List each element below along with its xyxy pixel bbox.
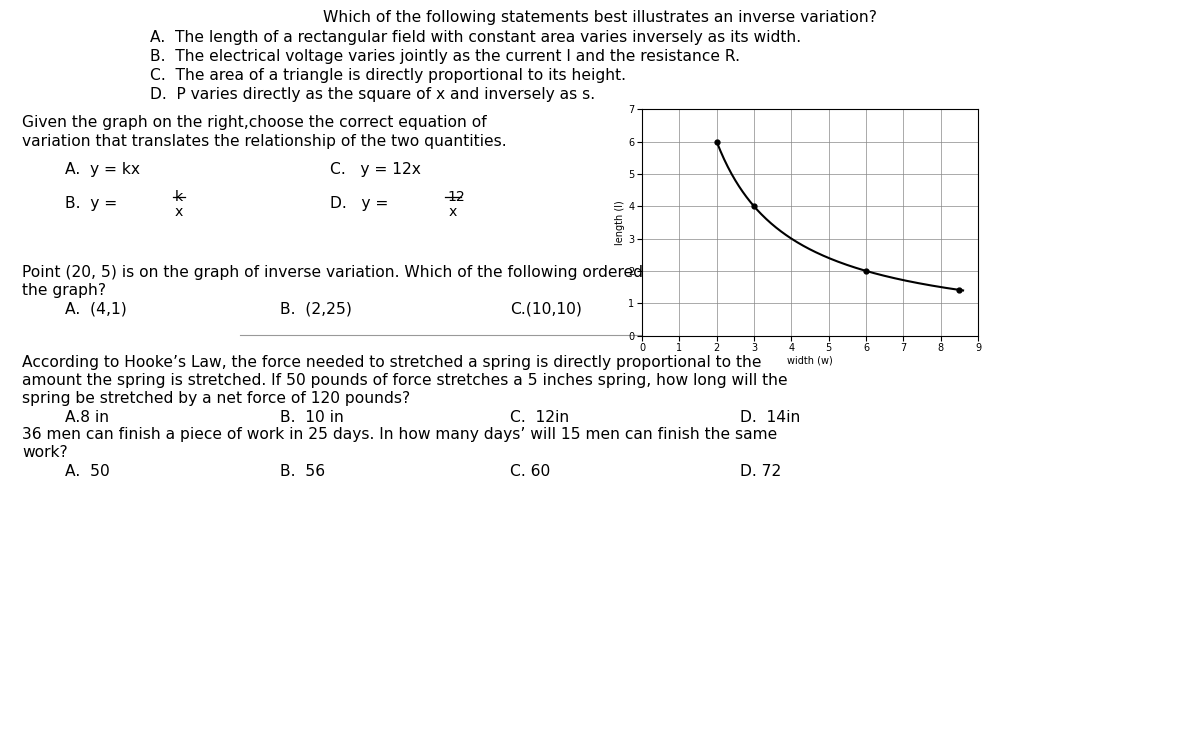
Text: C.(10,10): C.(10,10) [510, 302, 582, 317]
Text: D.   y =: D. y = [330, 196, 394, 211]
Text: A.  50: A. 50 [65, 464, 109, 479]
Text: B.  y =: B. y = [65, 196, 122, 211]
Text: A.8 in: A.8 in [65, 410, 109, 425]
Text: D.  P varies directly as the square of x and inversely as s.: D. P varies directly as the square of x … [150, 87, 595, 102]
Text: B.  56: B. 56 [280, 464, 325, 479]
Text: Point (20, 5) is on the graph of inverse variation. Which of the following order: Point (20, 5) is on the graph of inverse… [22, 265, 770, 280]
Text: B.  10 in: B. 10 in [280, 410, 344, 425]
Text: D.  14in: D. 14in [740, 410, 800, 425]
Text: A.  (4,1): A. (4,1) [65, 302, 127, 317]
Text: According to Hooke’s Law, the force needed to stretched a spring is directly pro: According to Hooke’s Law, the force need… [22, 355, 762, 370]
Text: A.  y = kx: A. y = kx [65, 162, 140, 177]
Text: k: k [175, 190, 184, 204]
Text: 36 men can finish a piece of work in 25 days. In how many days’ will 15 men can : 36 men can finish a piece of work in 25 … [22, 427, 778, 442]
Text: x: x [449, 205, 457, 219]
X-axis label: width (w): width (w) [787, 356, 833, 366]
Text: variation that translates the relationship of the two quantities.: variation that translates the relationsh… [22, 134, 506, 149]
Text: D. (16, 4): D. (16, 4) [740, 302, 814, 317]
Text: Given the graph on the right,choose the correct equation of: Given the graph on the right,choose the … [22, 115, 487, 130]
Text: D. 72: D. 72 [740, 464, 781, 479]
Text: A.  The length of a rectangular field with constant area varies inversely as its: A. The length of a rectangular field wit… [150, 30, 802, 45]
Text: C.  12in: C. 12in [510, 410, 569, 425]
Text: amount the spring is stretched. If 50 pounds of force stretches a 5 inches sprin: amount the spring is stretched. If 50 po… [22, 373, 787, 388]
Text: C. 60: C. 60 [510, 464, 551, 479]
Y-axis label: length (l): length (l) [616, 200, 625, 245]
Text: 12: 12 [446, 190, 464, 204]
Text: Which of the following statements best illustrates an inverse variation?: Which of the following statements best i… [323, 10, 877, 25]
Text: C.   y = 12x: C. y = 12x [330, 162, 421, 177]
Text: C.  The area of a triangle is directly proportional to its height.: C. The area of a triangle is directly pr… [150, 68, 626, 83]
Text: the graph?: the graph? [22, 283, 106, 298]
Text: B.  The electrical voltage varies jointly as the current I and the resistance R.: B. The electrical voltage varies jointly… [150, 49, 740, 64]
Text: B.  (2,25): B. (2,25) [280, 302, 352, 317]
Text: x: x [175, 205, 184, 219]
Text: work?: work? [22, 445, 67, 460]
Text: spring be stretched by a net force of 120 pounds?: spring be stretched by a net force of 12… [22, 391, 410, 406]
